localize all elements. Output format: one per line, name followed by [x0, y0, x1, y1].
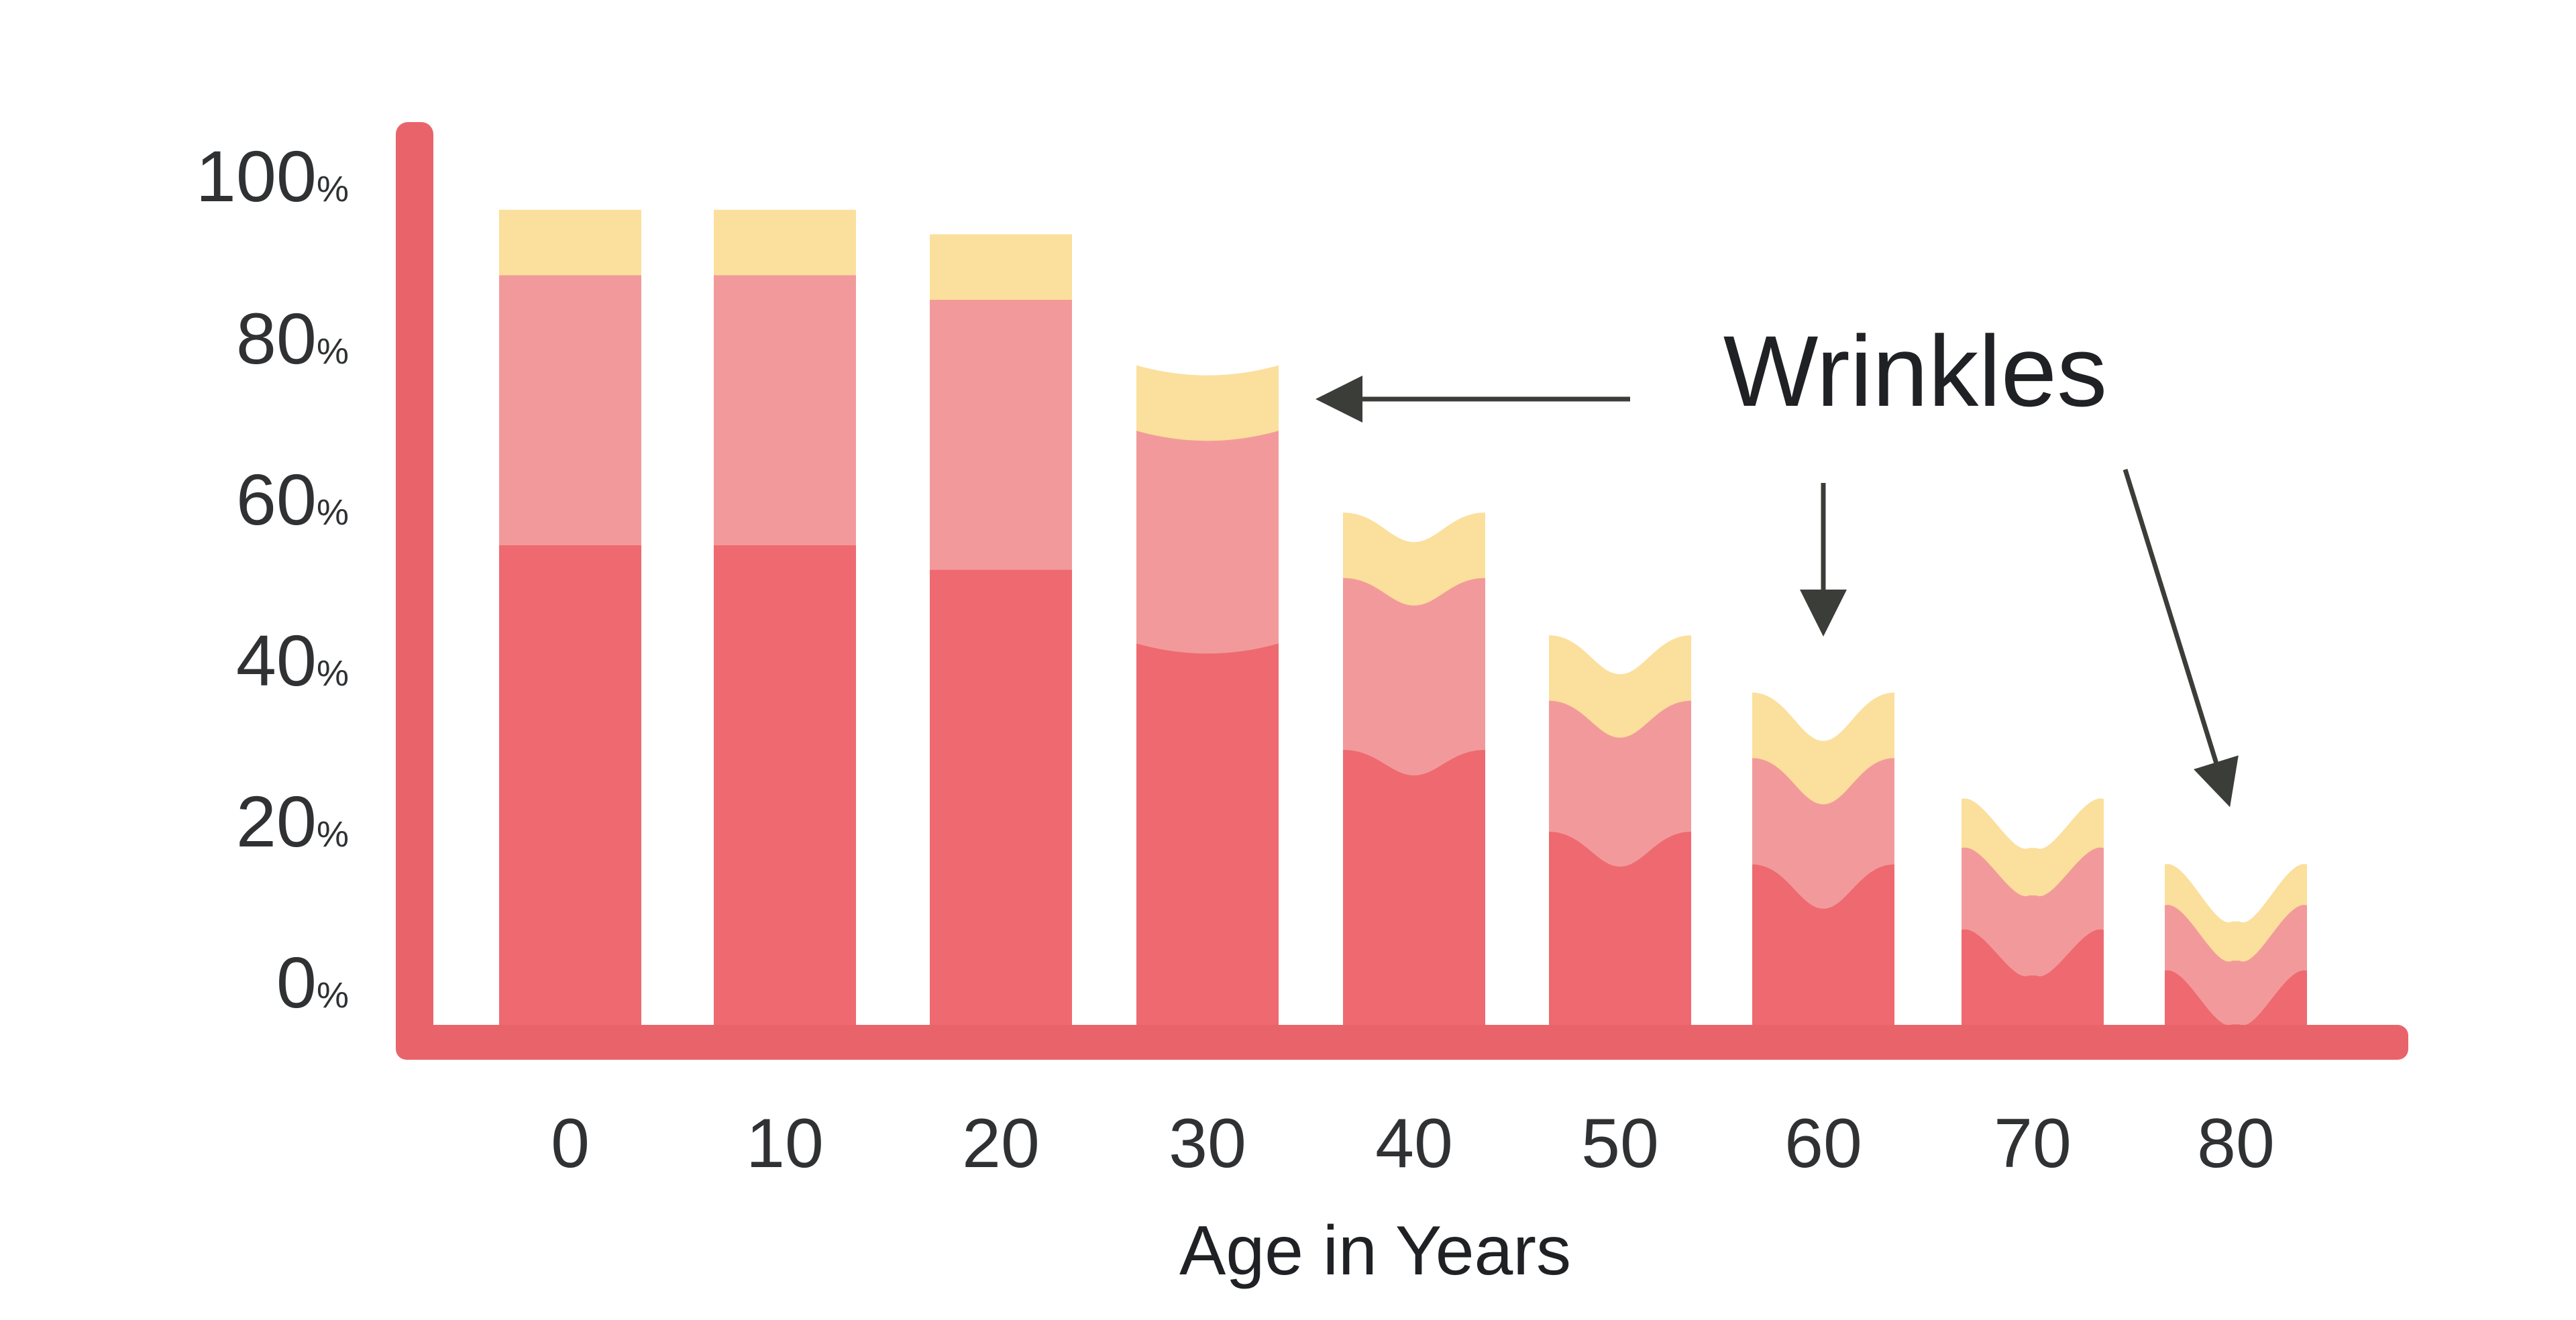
y-tick-label: 0%: [276, 942, 349, 1023]
x-tick-label: 80: [2197, 1105, 2275, 1182]
y-tick-label: 60%: [236, 459, 349, 540]
y-tick-label: 40%: [236, 620, 349, 701]
x-axis-line: [396, 1025, 2408, 1060]
bar-base-70: [1962, 929, 2104, 1036]
bar-group-60: [1752, 692, 1894, 1036]
x-tick-label: 40: [1375, 1105, 1453, 1182]
x-axis-title: Age in Years: [1179, 1212, 1571, 1290]
wrinkles-annotation-label: Wrinkles: [1723, 315, 2107, 427]
x-tick-label: 0: [551, 1105, 590, 1182]
bar-group-70: [1962, 798, 2104, 1036]
bar-group-50: [1549, 635, 1691, 1036]
bar-group-10: [714, 209, 856, 1036]
y-tick-label: 20%: [236, 781, 349, 862]
x-tick-label: 50: [1581, 1105, 1659, 1182]
bar-base-80: [2165, 970, 2307, 1036]
bar-group-0: [499, 209, 641, 1036]
x-tick-label: 10: [746, 1105, 824, 1182]
y-axis-line: [396, 122, 433, 1058]
bar-group-80: [2165, 864, 2307, 1036]
bar-base-10: [714, 545, 856, 1036]
bar-base-40: [1343, 750, 1485, 1036]
arrow-to-80: [2123, 468, 2239, 808]
bar-group-30: [1136, 365, 1279, 1036]
x-tick-label: 20: [962, 1105, 1040, 1182]
bar-base-30: [1136, 643, 1279, 1036]
bar-base-60: [1752, 864, 1894, 1036]
x-tick-label: 70: [1994, 1105, 2072, 1182]
bar-group-40: [1343, 512, 1485, 1036]
y-tick-label: 100%: [196, 135, 349, 217]
y-tick-label: 80%: [236, 298, 349, 379]
bar-group-20: [930, 234, 1072, 1036]
bar-base-50: [1549, 832, 1691, 1036]
x-tick-label: 60: [1784, 1105, 1862, 1182]
bar-base-20: [930, 569, 1072, 1036]
x-tick-label: 30: [1169, 1105, 1246, 1182]
bar-base-0: [499, 545, 641, 1036]
